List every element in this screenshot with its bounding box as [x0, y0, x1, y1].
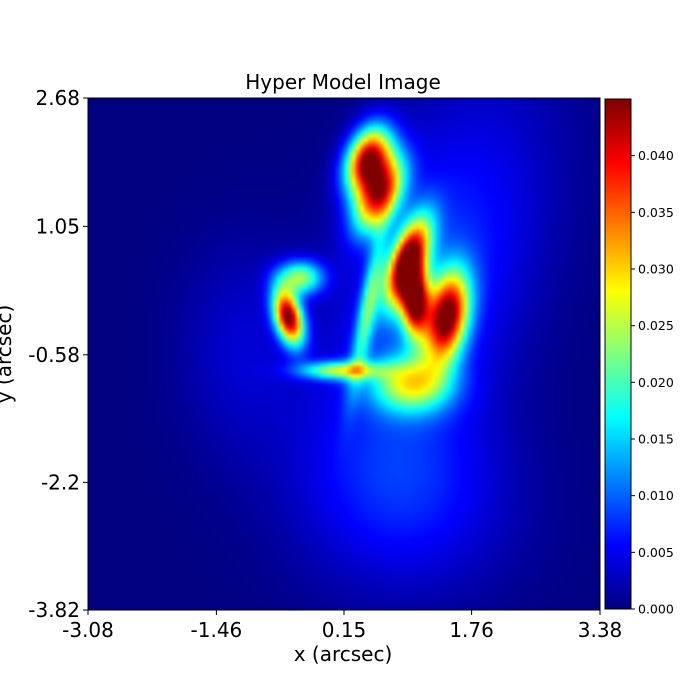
colorbar-tick-label: 0.025 [638, 318, 674, 333]
x-tick-label: -1.46 [191, 618, 243, 642]
colorbar-frame [604, 98, 632, 610]
colorbar-gradient [605, 99, 631, 609]
x-tick-label: -3.08 [62, 618, 114, 642]
colorbar-tick-label: 0.015 [638, 432, 674, 447]
y-tick-label: -2.2 [41, 470, 80, 494]
plot-area [87, 97, 601, 611]
x-tick-label: 1.76 [449, 618, 494, 642]
colorbar-tick-label: 0.020 [638, 375, 674, 390]
colorbar-ticks: 0.000 0.005 0.010 0.015 0.020 0.025 0.030 0.035… [631, 148, 674, 617]
colorbar-tick-label: 0.010 [638, 488, 674, 503]
colorbar-tick-label: 0.035 [638, 205, 674, 220]
x-tick-label: 0.15 [322, 618, 367, 642]
x-axis: -3.08 -1.46 0.15 1.76 3.38 [62, 610, 622, 642]
y-axis-label: y (arcsec) [0, 305, 16, 404]
colorbar-tick-label: 0.005 [638, 545, 674, 560]
colorbar-tick-label: 0.030 [638, 262, 674, 277]
y-tick-label: 2.68 [35, 86, 80, 110]
y-tick-label: -3.82 [28, 598, 80, 622]
y-tick-label: 1.05 [35, 214, 80, 238]
chart-title: Hyper Model Image [245, 70, 441, 94]
colorbar-tick-label: 0.040 [638, 148, 674, 163]
colorbar-tick-label: 0.000 [638, 602, 674, 617]
x-axis-label: x (arcsec) [294, 642, 393, 666]
y-tick-label: -0.58 [28, 343, 80, 367]
x-tick-label: 3.38 [578, 618, 623, 642]
heatmap-image [88, 98, 600, 610]
colorbar: 0.000 0.005 0.010 0.015 0.020 0.025 0.030 0.035… [604, 98, 674, 617]
y-axis: 2.68 1.05 -0.58 -2.2 -3.82 [28, 86, 88, 622]
